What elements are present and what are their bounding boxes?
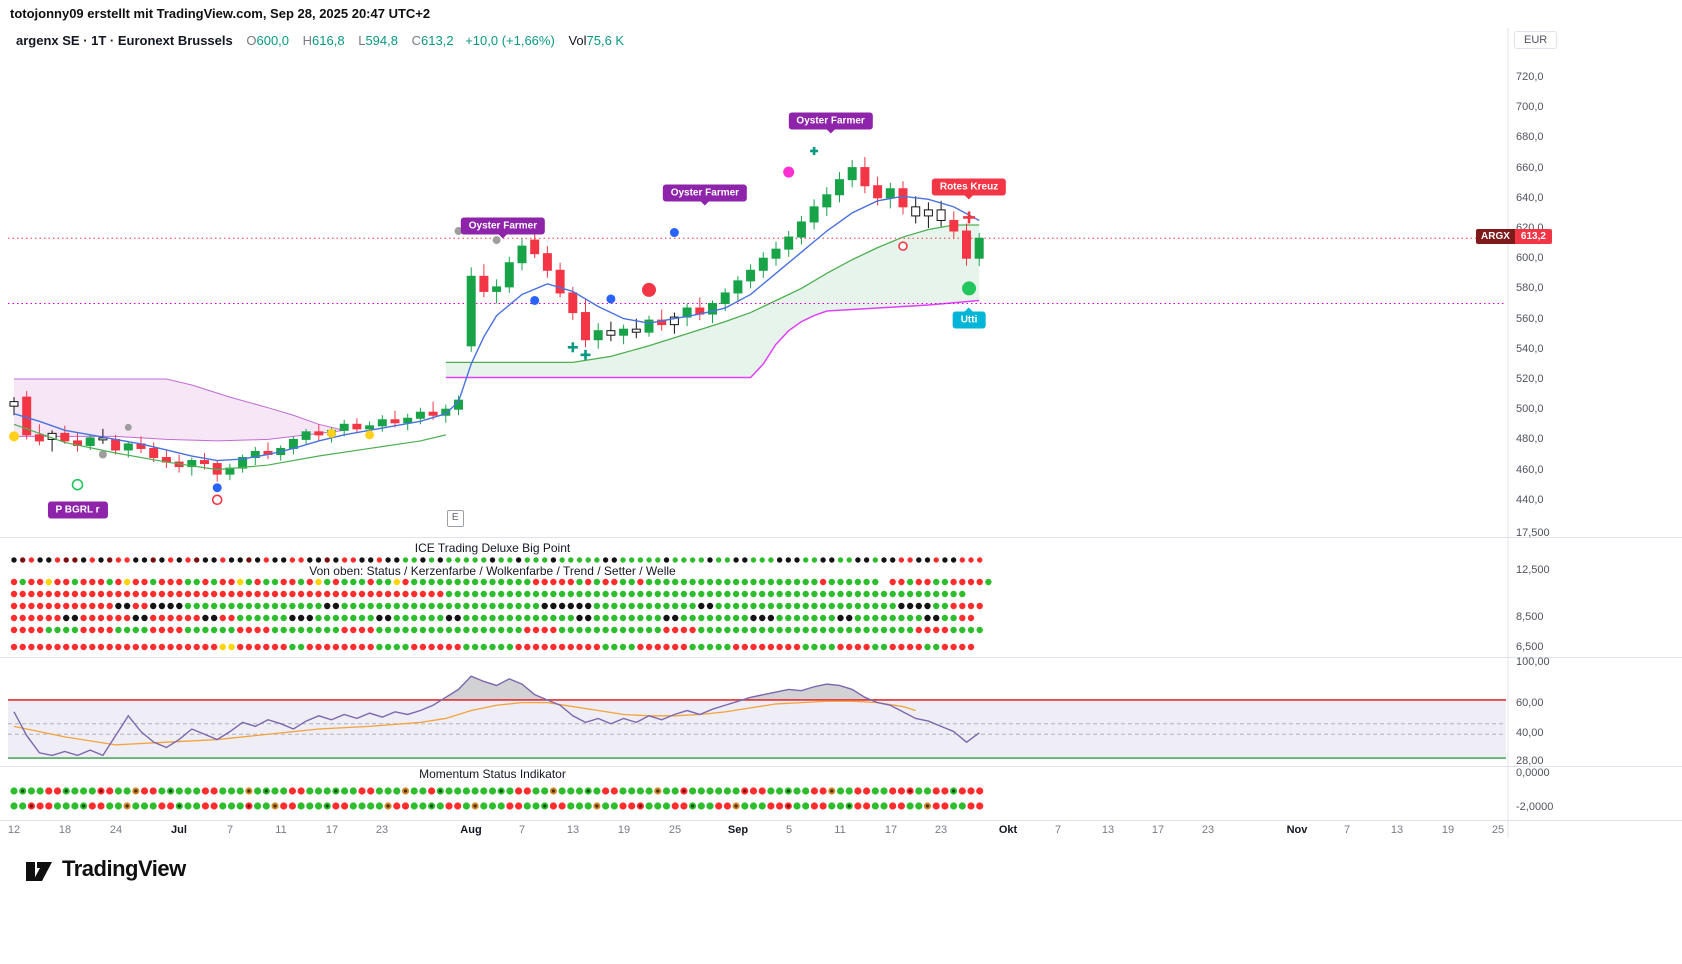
- low-value: 594,8: [365, 33, 398, 48]
- candlesticks: [9, 157, 984, 482]
- close-value: 613,2: [421, 33, 454, 48]
- tradingview-brand-text: TradingView: [62, 856, 186, 881]
- price-flag-value: 613,2: [1514, 229, 1552, 245]
- high-value: 616,8: [312, 33, 345, 48]
- annotation-badge[interactable]: P BGRL r: [47, 501, 108, 519]
- annotation-badge[interactable]: Oyster Farmer: [662, 184, 748, 202]
- annotation-badge[interactable]: Oyster Farmer: [460, 217, 546, 235]
- annotation-badge[interactable]: Utti: [952, 311, 986, 329]
- watermark-attribution: totojonny09 erstellt mit TradingView.com…: [10, 6, 431, 21]
- annotation-badge[interactable]: Oyster Farmer: [788, 112, 873, 130]
- high-label: H: [302, 33, 313, 48]
- volume-label: Vol: [568, 33, 587, 48]
- annotation-badge[interactable]: Rotes Kreuz: [931, 178, 1007, 196]
- open-label: O: [246, 33, 257, 48]
- event-marker[interactable]: E: [446, 510, 464, 527]
- change-value: +10,0 (+1,66%): [465, 33, 555, 48]
- tradingview-logo-icon: [26, 862, 52, 881]
- last-price-flag: ARGX 613,2: [1476, 229, 1552, 245]
- low-label: L: [358, 33, 366, 48]
- currency-label[interactable]: EUR: [1514, 31, 1558, 49]
- tradingview-footer: TradingView: [24, 854, 186, 884]
- symbol-title[interactable]: argenx SE · 1T · Euronext Brussels: [16, 33, 233, 48]
- close-label: C: [411, 33, 422, 48]
- symbol-info-bar[interactable]: argenx SE · 1T · Euronext Brussels O600,…: [16, 33, 624, 48]
- price-flag-symbol: ARGX: [1476, 229, 1515, 245]
- open-value: 600,0: [256, 33, 290, 48]
- volume-value: 75,6 K: [586, 33, 625, 48]
